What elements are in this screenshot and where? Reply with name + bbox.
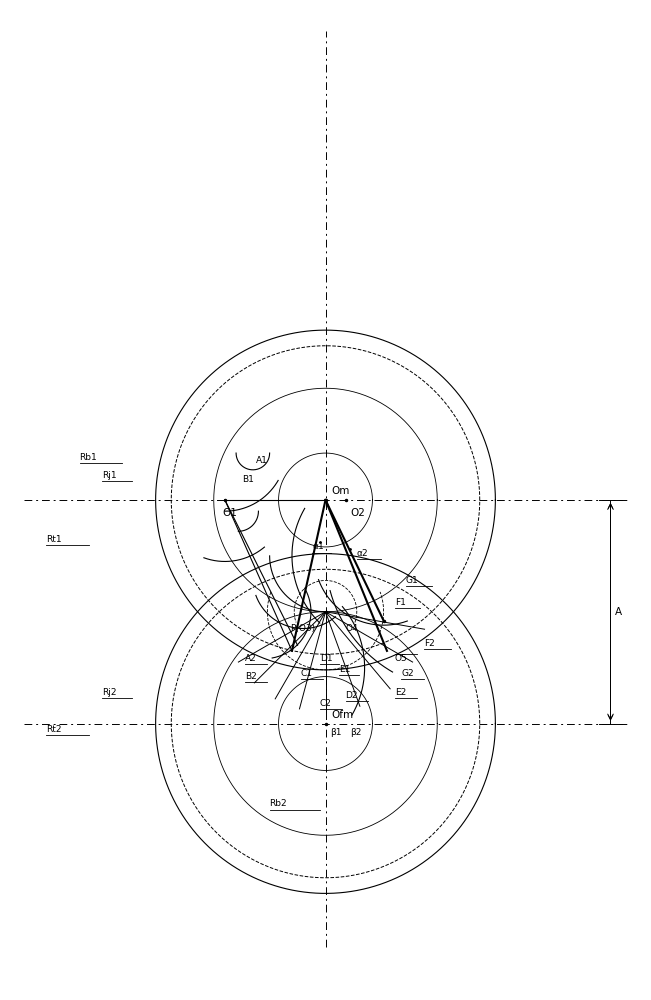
Text: Ofm: Ofm [331,710,353,720]
Text: Rb1: Rb1 [79,453,98,462]
Text: D2: D2 [346,691,358,700]
Text: P(O3): P(O3) [290,624,315,633]
Text: O4: O4 [346,624,358,633]
Text: F1: F1 [395,598,406,607]
Text: E2: E2 [395,688,406,697]
Text: E1: E1 [339,665,350,674]
Text: Rj1: Rj1 [102,471,117,480]
Text: O1: O1 [223,508,238,518]
Text: G1: G1 [406,576,419,585]
Text: D1: D1 [320,654,333,663]
Text: B1: B1 [242,475,253,484]
Text: O5: O5 [395,654,408,663]
Text: O2: O2 [350,508,365,518]
Text: B2: B2 [245,672,256,681]
Text: A1: A1 [256,456,268,465]
Text: Rt1: Rt1 [46,535,62,544]
Text: C2: C2 [320,699,332,708]
Text: β2: β2 [350,728,361,737]
Text: Rt2: Rt2 [46,725,62,734]
Text: Rb2: Rb2 [270,799,287,808]
Text: Om: Om [331,486,350,496]
Text: Rj2: Rj2 [102,688,117,697]
Text: G2: G2 [402,669,414,678]
Text: A2: A2 [245,654,256,663]
Text: A: A [615,607,622,617]
Text: β1: β1 [330,728,342,737]
Text: α2: α2 [357,549,368,558]
Text: F2: F2 [424,639,435,648]
Text: α1: α1 [312,542,324,551]
Text: C1: C1 [301,669,313,678]
